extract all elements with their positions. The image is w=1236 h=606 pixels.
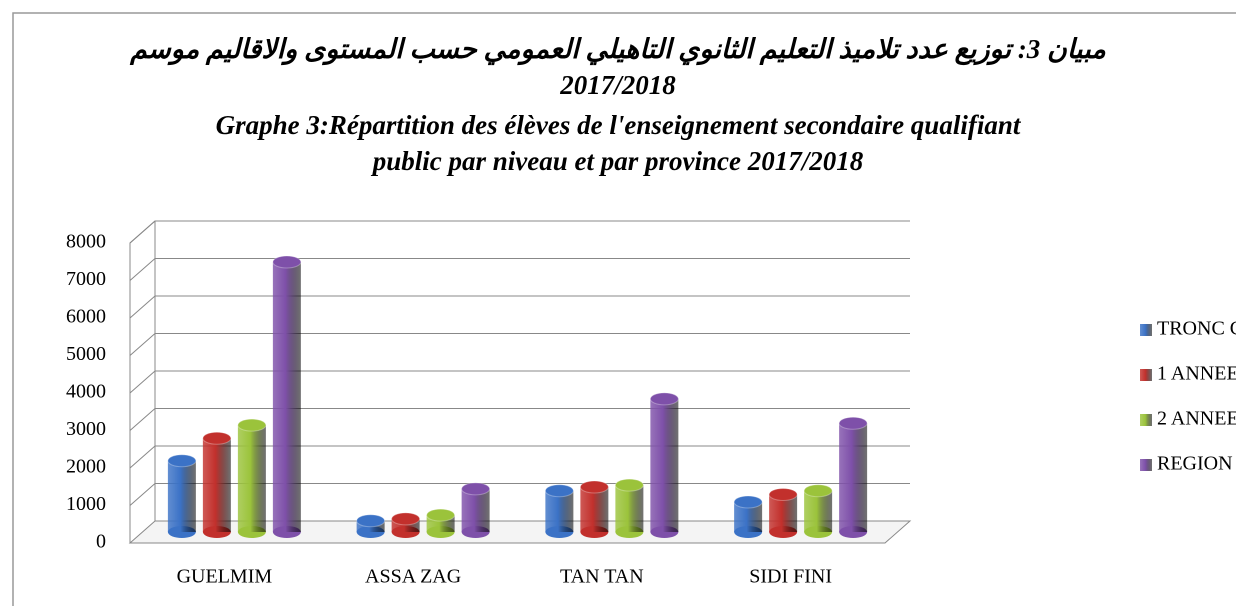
frame	[12, 12, 1236, 606]
y-tick-label: 4000	[66, 381, 106, 403]
chart-title: public par niveau et par province 2017/2…	[371, 146, 864, 176]
x-tick-label: TAN TAN	[560, 566, 644, 588]
bar-top	[803, 484, 833, 498]
bar-top	[838, 416, 868, 430]
legend-label: 2 ANNEE	[1157, 408, 1236, 430]
bar-body	[202, 438, 231, 532]
bar	[649, 392, 679, 538]
bar	[579, 480, 609, 538]
bar-top	[544, 484, 574, 498]
y-tick-label: 2000	[66, 456, 106, 478]
floor	[128, 520, 912, 544]
legend-swatch	[1140, 369, 1152, 381]
grid-line	[129, 220, 910, 244]
bar-top	[356, 514, 386, 528]
bar	[838, 416, 868, 538]
bar	[733, 495, 763, 538]
chart-title: Graphe 3:Répartition des élèves de l'ens…	[216, 110, 1022, 140]
legend-label: TRONC COMMUN	[1157, 318, 1236, 340]
y-tick-label: 3000	[66, 418, 106, 440]
grid-line	[129, 295, 910, 319]
bar-body	[769, 494, 798, 532]
bar	[426, 508, 456, 538]
bar	[167, 454, 197, 538]
x-tick-label: GUELMIM	[177, 566, 273, 588]
y-tick-label: 1000	[66, 493, 106, 515]
chart-title: 2017/2018	[559, 70, 676, 100]
bar	[544, 484, 574, 538]
bar	[614, 478, 644, 538]
bar	[803, 484, 833, 538]
grid-line	[129, 370, 910, 394]
bar-top	[167, 454, 197, 468]
bar-top	[461, 482, 491, 496]
x-tick-label: ASSA ZAG	[365, 566, 461, 588]
bar-top	[426, 508, 456, 522]
bar	[356, 514, 386, 538]
bar	[237, 418, 267, 538]
bar	[272, 255, 302, 538]
bar-body	[650, 398, 679, 532]
y-tick-label: 5000	[66, 343, 106, 365]
legend-label: 1 ANNEE	[1157, 363, 1236, 385]
y-tick-label: 6000	[66, 306, 106, 328]
bar-body	[545, 490, 574, 532]
legend-label: REGION	[1157, 453, 1233, 475]
grid-line	[129, 258, 910, 281]
y-tick-label: 8000	[66, 231, 106, 253]
bar-top	[614, 478, 644, 492]
bar-body	[580, 487, 609, 532]
bar	[768, 488, 798, 538]
bar-top	[202, 431, 232, 445]
bar-top	[579, 480, 609, 494]
bar	[202, 431, 232, 538]
chart-title: مبيان 3: توزيع عدد تلاميذ التعليم الثانو…	[129, 34, 1106, 66]
bar	[391, 512, 421, 538]
bar-top	[272, 255, 302, 269]
y-tick-label: 7000	[66, 268, 106, 290]
bar-body	[839, 423, 868, 532]
bar-top	[649, 392, 679, 406]
bar-body	[237, 425, 266, 532]
legend-swatch	[1140, 414, 1152, 426]
bar-body	[167, 460, 196, 532]
bar-top	[733, 495, 763, 509]
y-tick-label: 0	[96, 531, 106, 553]
x-tick-label: SIDI FINI	[749, 566, 832, 588]
bar-body	[804, 490, 833, 532]
bar-body	[461, 488, 490, 532]
bar-top	[768, 488, 798, 501]
bar-top	[391, 512, 421, 526]
bar-body	[272, 262, 301, 532]
bar-body	[615, 485, 644, 532]
bar-top	[237, 418, 267, 432]
bar	[461, 482, 491, 538]
legend-swatch	[1140, 324, 1152, 336]
legend-swatch	[1140, 459, 1152, 471]
grid-line	[129, 333, 910, 356]
